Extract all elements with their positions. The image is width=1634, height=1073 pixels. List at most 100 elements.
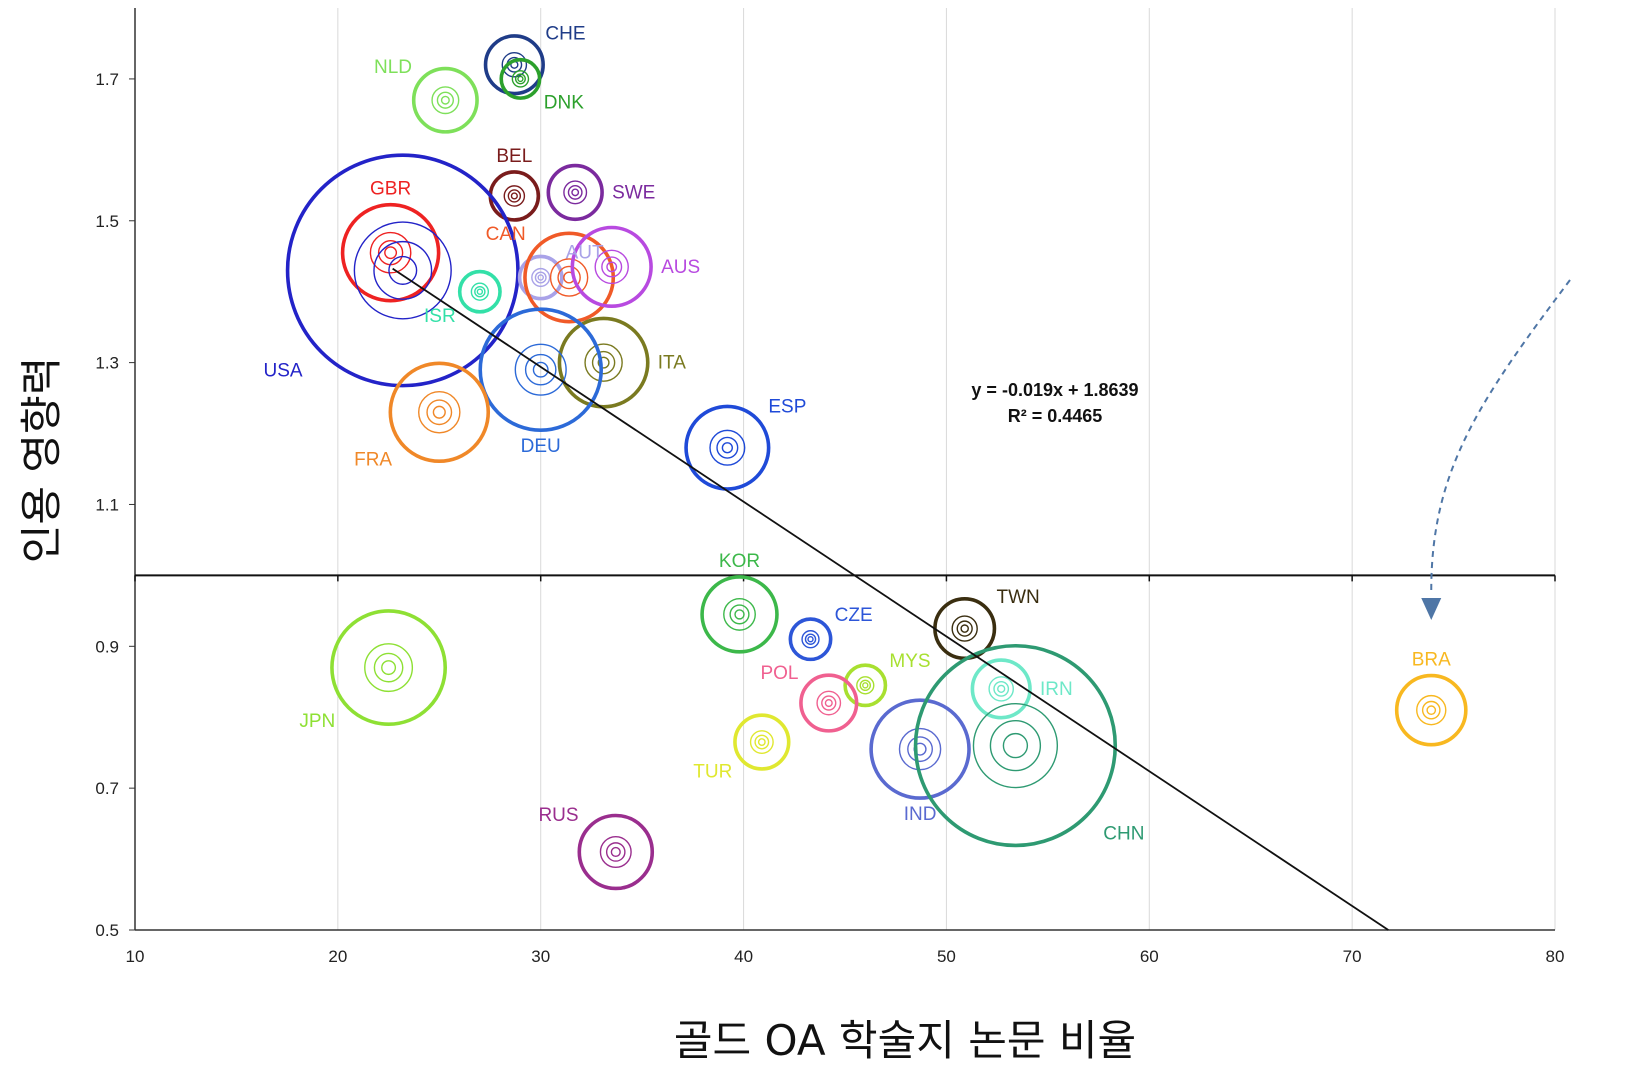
bubble-center (997, 684, 1006, 694)
bubble-isr (457, 269, 502, 314)
bubble-outer-ring (340, 202, 441, 303)
bubble-ring (709, 429, 746, 466)
bubble-ring (563, 180, 588, 205)
bubble-ring (418, 390, 461, 434)
bubble-outer-ring (557, 316, 650, 409)
trendline-r-squared: R² = 0.4465 (1008, 406, 1103, 426)
bubble-center (510, 192, 518, 200)
y-tick-label: 1.3 (95, 354, 119, 373)
x-tick-label: 80 (1546, 947, 1565, 966)
bubble-usa (285, 153, 520, 388)
x-tick-label: 60 (1140, 947, 1159, 966)
x-tick-label: 30 (531, 947, 550, 966)
bubble-ring (956, 620, 973, 637)
bubble-gbr (340, 202, 441, 303)
trendline (392, 267, 1389, 931)
bubble-outer-ring (546, 163, 604, 222)
y-tick-label: 0.9 (95, 637, 119, 656)
bubble-outer-ring (570, 225, 653, 309)
bubble-center (432, 405, 446, 419)
bubble-ring (605, 842, 626, 862)
y-tick-label: 1.7 (95, 70, 119, 89)
bubble-ring (524, 353, 557, 386)
bubble-ring (898, 727, 942, 771)
grid-layer (337, 8, 1556, 930)
bubble-ring (591, 350, 616, 375)
bubble-outer-ring (483, 34, 545, 96)
bubble-outer-ring (411, 66, 479, 134)
country-label-pol: POL (760, 663, 798, 684)
bubble-outer-ring (1394, 673, 1468, 747)
bubble-center (734, 609, 745, 620)
bubble-ring (749, 730, 774, 755)
country-label-aus: AUS (661, 257, 700, 278)
country-label-bra: BRA (1412, 650, 1451, 671)
bubble-che (483, 34, 545, 96)
bubble-cze (788, 617, 833, 662)
bubble-ring (364, 643, 414, 693)
country-label-usa: USA (264, 361, 303, 382)
bubble-swe (546, 163, 604, 222)
bubble-center (476, 288, 484, 295)
bubble-mys (843, 663, 888, 708)
bubble-ring (859, 679, 872, 692)
country-label-kor: KOR (719, 551, 760, 572)
bubble-ita (557, 316, 650, 409)
country-label-nld: NLD (374, 57, 412, 78)
bubble-outer-ring (523, 231, 616, 324)
bubble-aut (517, 254, 564, 301)
bubble-outer-ring (970, 658, 1032, 720)
bubble-center (824, 699, 833, 708)
bubble-ring (816, 690, 842, 716)
bubble-center (862, 682, 869, 689)
bubble-center (721, 442, 733, 454)
bubble-outer-ring (869, 698, 971, 800)
country-label-irn: IRN (1040, 679, 1073, 700)
bubble-ring (821, 695, 837, 711)
bubble-ring (1421, 700, 1441, 720)
bubble-ring (436, 91, 454, 109)
bubble-ring (431, 86, 460, 115)
bubble-fra (388, 361, 491, 464)
bubble-aus (570, 225, 653, 309)
bubble-outer-ring (488, 170, 541, 222)
bubble-ring (373, 652, 404, 683)
bubble-ring (988, 676, 1014, 702)
bubble-outer-ring (700, 575, 779, 654)
bubble-outer-ring (913, 643, 1118, 848)
bubble-ring (599, 835, 632, 869)
country-label-deu: DEU (521, 436, 561, 457)
bubble-ring (353, 221, 452, 320)
bubble-ring (531, 267, 551, 288)
bubble-center (537, 274, 544, 281)
bubble-outer-ring (799, 673, 859, 733)
bubble-outer-ring (577, 813, 655, 891)
bubble-chn (913, 643, 1118, 848)
bubble-ring (951, 615, 978, 642)
y-tick-label: 0.5 (95, 921, 119, 940)
country-label-jpn: JPN (299, 711, 335, 732)
bubble-ring (1416, 694, 1447, 726)
bubble-outer-ring (788, 617, 833, 662)
country-label-tur: TUR (693, 762, 732, 783)
bubble-ring (426, 399, 453, 426)
bubble-ring (507, 189, 522, 203)
bubble-ring (369, 231, 412, 274)
country-label-gbr: GBR (370, 179, 411, 200)
bubble-ring (972, 702, 1059, 789)
bubble-center (384, 246, 398, 260)
bubble-bra (1394, 673, 1468, 747)
bubble-ring (514, 73, 526, 85)
y-tick-label: 1.5 (95, 212, 119, 231)
country-label-chn: CHN (1103, 823, 1144, 844)
bubble-ring (503, 185, 526, 207)
bubble-ring (754, 734, 770, 750)
country-label-che: CHE (545, 24, 585, 45)
bubble-ring (801, 630, 820, 649)
bubble-bel (488, 170, 541, 222)
y-axis-title: 인용 영향력 (17, 357, 66, 564)
country-label-dnk: DNK (544, 92, 584, 113)
bubble-ring (470, 282, 490, 301)
bubble-outer-ring (517, 254, 564, 301)
